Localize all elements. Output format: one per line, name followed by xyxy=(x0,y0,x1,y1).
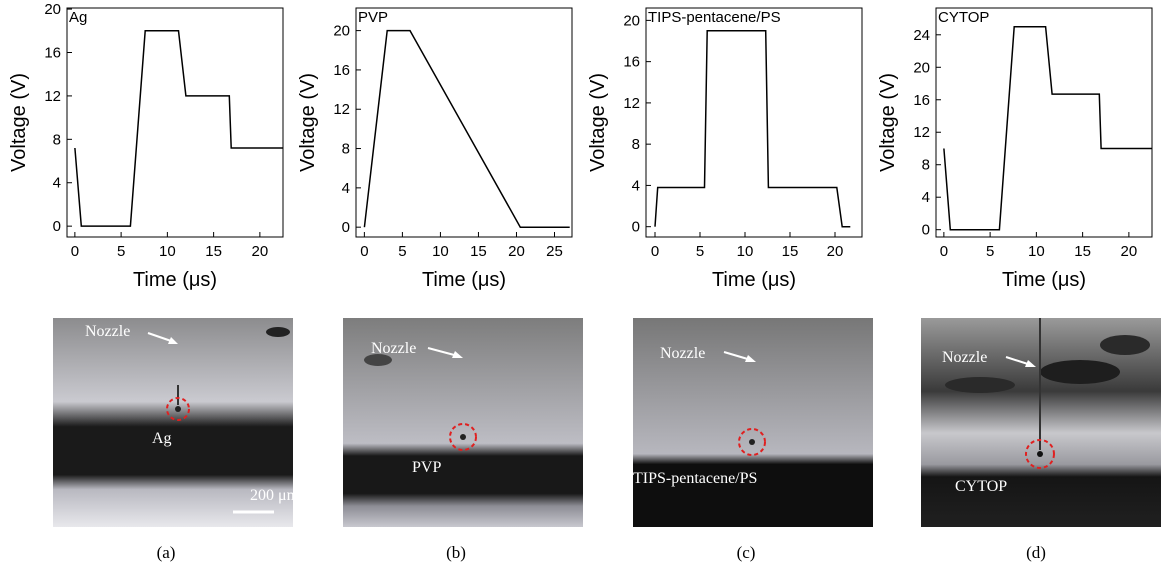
y-tick-label: 24 xyxy=(913,27,930,44)
x-tick-label: 5 xyxy=(117,243,125,260)
line xyxy=(74,30,283,227)
photo-b: Nozzle PVP xyxy=(343,318,583,527)
sample-label: TIPS-pentacene/PS xyxy=(633,470,757,487)
y-tick-label: 16 xyxy=(913,92,930,109)
nozzle-label: Nozzle xyxy=(942,349,987,366)
y-tick-label: 16 xyxy=(333,62,350,79)
x-axis-label: Time (μs) xyxy=(133,269,217,291)
x-axis-label: Time (μs) xyxy=(422,269,506,291)
x-tick-label: 15 xyxy=(205,243,222,260)
scale-bar-label: 200 μm xyxy=(250,487,300,504)
y-tick-label: 8 xyxy=(632,136,640,153)
x-tick-label: 25 xyxy=(546,243,563,260)
y-tick-label: 12 xyxy=(623,95,640,112)
y-axis-label: Voltage (V) xyxy=(877,73,899,172)
x-tick-label: 5 xyxy=(398,243,406,260)
sample-label: CYTOP xyxy=(955,478,1007,495)
y-tick-label: 0 xyxy=(53,218,61,235)
x-tick-label: 10 xyxy=(159,243,176,260)
y-tick-label: 0 xyxy=(922,222,930,239)
plot-frame xyxy=(355,7,573,238)
y-tick-label: 20 xyxy=(333,23,350,40)
nozzle-label: Nozzle xyxy=(371,340,416,357)
panel-label: (d) xyxy=(1026,543,1046,562)
y-tick-label: 20 xyxy=(623,12,640,29)
y-axis-label: Voltage (V) xyxy=(8,73,30,172)
y-axis-label: Voltage (V) xyxy=(297,73,319,172)
sample-label: PVP xyxy=(412,459,441,476)
chart-title: Ag xyxy=(69,9,87,26)
nozzle-label: Nozzle xyxy=(660,345,705,362)
line xyxy=(943,25,1152,231)
y-tick-label: 12 xyxy=(44,88,61,105)
x-tick-label: 20 xyxy=(508,243,525,260)
x-tick-label: 10 xyxy=(737,243,754,260)
x-tick-label: 15 xyxy=(782,243,799,260)
x-tick-label: 15 xyxy=(470,243,487,260)
line xyxy=(654,29,851,228)
y-tick-label: 0 xyxy=(632,219,640,236)
sample-label: Ag xyxy=(152,430,172,447)
x-tick-label: 10 xyxy=(1028,243,1045,260)
y-tick-label: 4 xyxy=(342,180,350,197)
y-tick-label: 16 xyxy=(623,54,640,71)
y-tick-label: 16 xyxy=(44,44,61,61)
y-tick-label: 12 xyxy=(333,101,350,118)
y-axis-label: Voltage (V) xyxy=(587,73,609,172)
y-tick-label: 4 xyxy=(632,177,640,194)
x-tick-label: 0 xyxy=(360,243,368,260)
line xyxy=(363,29,570,228)
x-tick-label: 15 xyxy=(1074,243,1091,260)
y-tick-label: 8 xyxy=(342,141,350,158)
x-tick-label: 20 xyxy=(252,243,269,260)
x-tick-label: 0 xyxy=(651,243,659,260)
x-tick-label: 0 xyxy=(71,243,79,260)
chart-title: PVP xyxy=(358,9,388,26)
y-tick-label: 8 xyxy=(53,131,61,148)
x-tick-label: 0 xyxy=(940,243,948,260)
photo-c: Nozzle TIPS-pentacene/PS xyxy=(633,318,873,527)
y-tick-label: 0 xyxy=(342,219,350,236)
y-tick-label: 20 xyxy=(913,59,930,76)
y-tick-label: 4 xyxy=(53,175,61,192)
x-axis-label: Time (μs) xyxy=(712,269,796,291)
y-tick-label: 12 xyxy=(913,124,930,141)
x-tick-label: 20 xyxy=(827,243,844,260)
y-tick-label: 4 xyxy=(922,189,930,206)
panel-label: (c) xyxy=(737,543,756,562)
photo-d: Nozzle CYTOP xyxy=(921,318,1161,527)
x-tick-label: 5 xyxy=(696,243,704,260)
plot-frame xyxy=(645,7,863,238)
plot-frame xyxy=(935,7,1153,238)
panel-label: (a) xyxy=(157,543,176,562)
x-axis-label: Time (μs) xyxy=(1002,269,1086,291)
x-tick-label: 5 xyxy=(986,243,994,260)
y-tick-label: 8 xyxy=(922,157,930,174)
nozzle-label: Nozzle xyxy=(85,323,130,340)
chart-title: CYTOP xyxy=(938,9,989,26)
chart-title: TIPS-pentacene/PS xyxy=(648,9,781,26)
x-tick-label: 20 xyxy=(1121,243,1138,260)
x-tick-label: 10 xyxy=(432,243,449,260)
photo-a: Nozzle Ag 200 μm xyxy=(53,318,300,527)
panel-label: (b) xyxy=(446,543,466,562)
plot-frame xyxy=(66,7,284,238)
y-tick-label: 20 xyxy=(44,1,61,18)
